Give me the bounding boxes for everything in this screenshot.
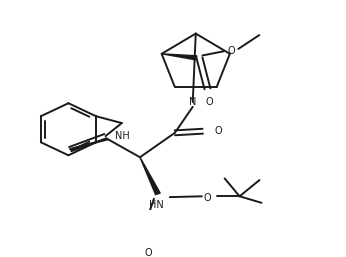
Text: O: O [204,193,211,203]
Text: NH: NH [116,131,130,141]
Polygon shape [140,157,160,195]
Text: N: N [189,97,197,107]
Text: O: O [228,46,235,56]
Text: O: O [206,97,213,107]
Text: O: O [144,248,152,257]
Text: O: O [215,126,222,136]
Polygon shape [162,54,197,60]
Text: HN: HN [148,199,163,209]
